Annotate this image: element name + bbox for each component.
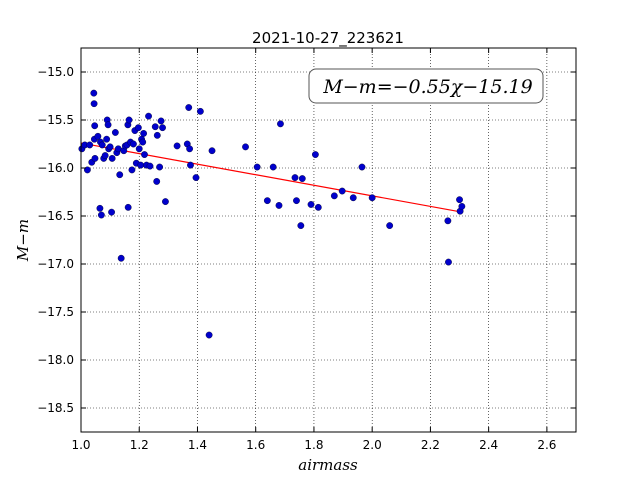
data-point — [298, 175, 306, 182]
data-point — [269, 163, 277, 171]
data-point — [186, 145, 194, 153]
data-point — [192, 174, 200, 182]
data-point — [146, 162, 154, 170]
x-tick-label: 1.4 — [188, 438, 207, 452]
data-point — [108, 208, 115, 216]
data-point — [263, 197, 271, 205]
data-point — [456, 196, 463, 204]
axis-ticks — [80, 48, 576, 432]
data-point — [349, 194, 357, 202]
x-tick-label: 2.4 — [479, 438, 498, 452]
data-point — [134, 124, 142, 132]
data-point — [117, 254, 125, 262]
data-point — [162, 198, 169, 206]
x-tick-label: 2.6 — [537, 438, 556, 452]
data-points — [78, 89, 466, 339]
data-point — [291, 174, 299, 182]
data-point — [108, 154, 116, 162]
data-point — [458, 202, 466, 210]
data-point — [111, 129, 119, 136]
data-point — [97, 211, 105, 219]
plot-frame — [80, 47, 577, 433]
data-point — [86, 141, 94, 149]
data-point — [368, 194, 376, 202]
data-point — [139, 138, 147, 146]
data-point — [124, 203, 132, 211]
x-tick-label: 2.2 — [421, 438, 440, 452]
y-tick-label: −16.5 — [37, 209, 74, 223]
data-point — [297, 222, 305, 230]
data-point — [338, 187, 346, 195]
data-point — [90, 89, 98, 97]
data-point — [444, 217, 452, 225]
x-tick-label: 1.6 — [246, 438, 265, 452]
data-point — [185, 104, 193, 111]
data-point — [311, 151, 319, 158]
data-point — [140, 130, 148, 137]
annotation-frame — [308, 68, 544, 104]
y-tick-label: −18.0 — [37, 353, 74, 367]
x-tick-label: 2.0 — [363, 438, 382, 452]
data-point — [91, 154, 99, 162]
y-tick-label: −18.5 — [37, 401, 74, 415]
data-point — [103, 135, 111, 143]
data-point — [141, 151, 148, 158]
data-point — [187, 161, 194, 169]
data-point — [196, 107, 204, 115]
data-point — [116, 171, 124, 179]
data-point — [173, 142, 181, 150]
data-point — [130, 140, 137, 148]
data-point — [159, 124, 166, 132]
data-point — [330, 192, 338, 200]
y-tick-label: −17.5 — [37, 305, 74, 319]
data-point — [445, 258, 452, 266]
y-tick-labels: −15.0 −15.5 −16.0 −16.5 −17.0 −17.5 −18.0 −18.5 — [37, 65, 74, 415]
data-point — [386, 222, 394, 230]
x-tick-labels: 1.0 1.2 1.4 1.6 1.8 2.0 2.2 2.4 2.6 — [71, 438, 556, 452]
x-tick-label: 1.2 — [130, 438, 149, 452]
data-point — [153, 131, 161, 139]
data-point — [151, 123, 159, 131]
data-point — [253, 163, 261, 171]
data-point — [106, 143, 114, 151]
data-point — [128, 166, 136, 174]
data-point — [314, 203, 322, 211]
y-axis-label: M−m — [14, 219, 32, 262]
data-point — [307, 201, 315, 208]
y-tick-label: −17.0 — [37, 257, 74, 271]
data-point — [90, 100, 98, 108]
data-point — [275, 202, 283, 209]
data-point — [96, 204, 104, 212]
data-point — [137, 161, 145, 169]
data-point — [208, 147, 216, 155]
data-point — [242, 143, 249, 151]
y-tick-label: −15.5 — [37, 113, 74, 127]
annotation-box: M−m=−0.55χ−15.19 — [308, 68, 544, 104]
data-point — [125, 116, 133, 124]
x-axis-label: airmass — [298, 456, 358, 474]
data-point — [145, 112, 152, 120]
data-point — [153, 178, 161, 185]
data-point — [358, 163, 366, 171]
x-tick-label: 1.0 — [71, 438, 90, 452]
data-point — [135, 145, 143, 153]
x-tick-label: 1.8 — [304, 438, 323, 452]
data-point — [157, 117, 165, 125]
data-point — [91, 122, 99, 130]
data-point — [94, 132, 102, 140]
data-point — [156, 163, 164, 171]
data-point — [277, 120, 284, 128]
fit-equation: M−m=−0.55χ−15.19 — [322, 76, 532, 98]
y-tick-label: −16.0 — [37, 161, 74, 175]
data-point — [104, 121, 112, 129]
y-tick-label: −15.0 — [37, 65, 74, 79]
data-point — [205, 331, 213, 339]
data-point — [101, 152, 109, 159]
chart-title: 2021-10-27_223621 — [252, 29, 404, 48]
data-point — [98, 141, 106, 149]
data-point — [293, 197, 300, 205]
